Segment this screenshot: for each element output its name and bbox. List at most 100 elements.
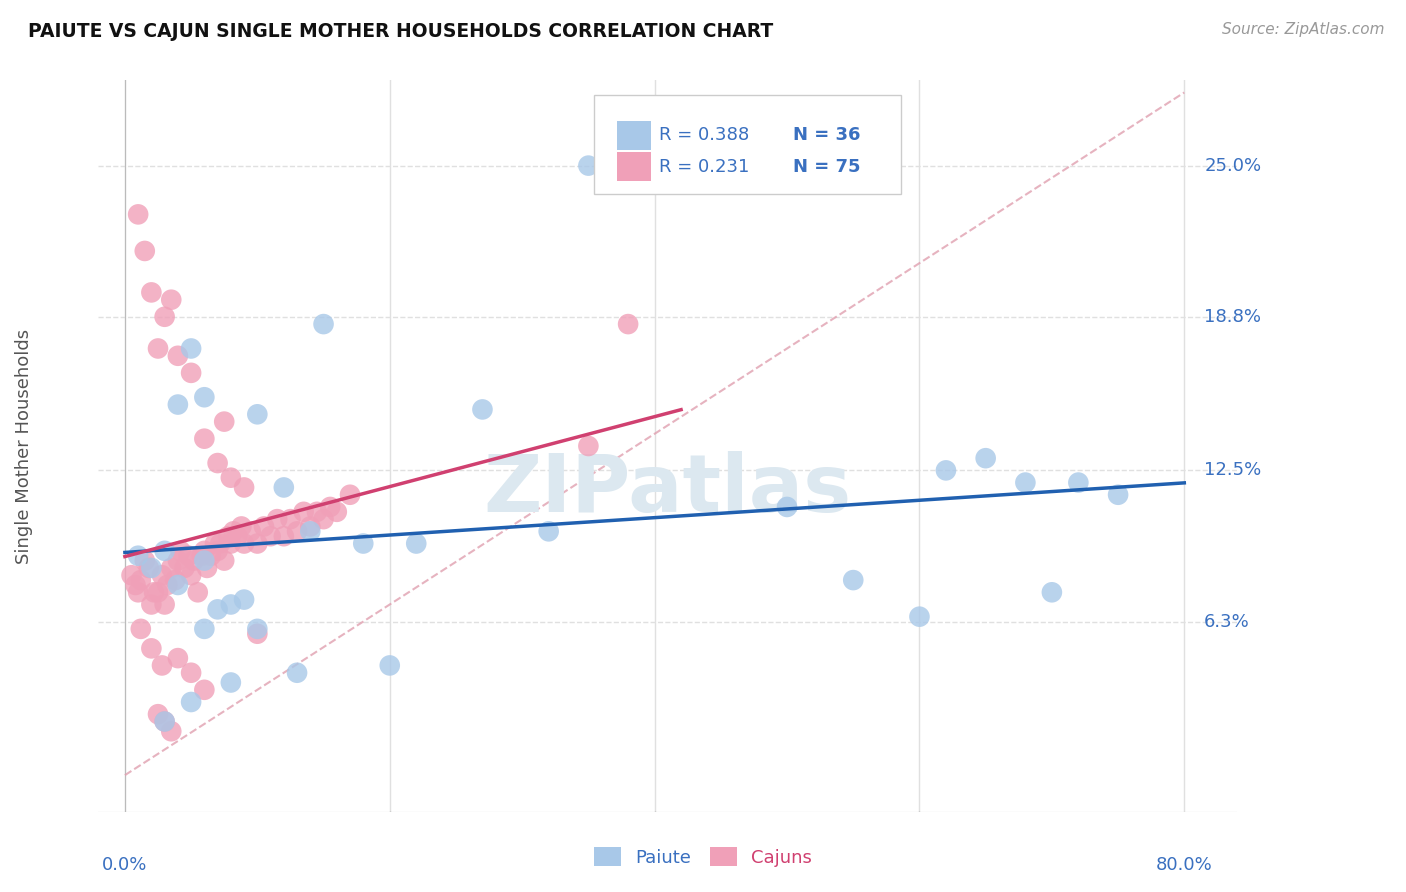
Point — [974, 451, 997, 466]
Point — [312, 317, 335, 331]
Point — [146, 707, 169, 722]
Point — [219, 536, 242, 550]
Point — [222, 524, 245, 539]
Point — [190, 549, 212, 563]
Point — [239, 524, 262, 539]
Point — [212, 553, 235, 567]
Point — [193, 544, 215, 558]
Point — [193, 390, 215, 404]
Point — [153, 598, 176, 612]
Point — [471, 402, 494, 417]
Point — [200, 549, 222, 563]
Point — [146, 585, 169, 599]
Point — [150, 658, 173, 673]
Text: ZIPatlas: ZIPatlas — [484, 450, 852, 529]
Point — [141, 561, 163, 575]
Point — [319, 500, 342, 514]
Point — [246, 622, 269, 636]
Point — [1107, 488, 1129, 502]
Point — [280, 512, 302, 526]
Point — [173, 561, 195, 575]
Text: R = 0.388: R = 0.388 — [659, 126, 749, 145]
Point — [153, 544, 176, 558]
Text: PAIUTE VS CAJUN SINGLE MOTHER HOUSEHOLDS CORRELATION CHART: PAIUTE VS CAJUN SINGLE MOTHER HOUSEHOLDS… — [28, 22, 773, 41]
Point — [167, 578, 190, 592]
Point — [1040, 585, 1063, 599]
Point — [935, 463, 957, 477]
Point — [908, 609, 931, 624]
Point — [207, 544, 229, 558]
Point — [273, 529, 295, 543]
Point — [134, 553, 156, 567]
Point — [352, 536, 374, 550]
Point — [167, 349, 190, 363]
Point — [259, 529, 281, 543]
Point — [233, 480, 256, 494]
Point — [246, 536, 269, 550]
Text: N = 75: N = 75 — [793, 158, 860, 176]
Point — [299, 519, 322, 533]
Point — [405, 536, 427, 550]
Point — [233, 536, 256, 550]
Point — [180, 568, 202, 582]
Point — [617, 317, 640, 331]
Point — [193, 432, 215, 446]
Point — [193, 682, 215, 697]
FancyBboxPatch shape — [617, 120, 651, 150]
Legend: Paiute, Cajuns: Paiute, Cajuns — [586, 840, 820, 874]
Point — [219, 598, 242, 612]
Point — [207, 456, 229, 470]
Text: N = 36: N = 36 — [793, 126, 860, 145]
Point — [537, 524, 560, 539]
Point — [167, 553, 190, 567]
Point — [127, 549, 149, 563]
Point — [180, 366, 202, 380]
Point — [266, 512, 288, 526]
Point — [138, 561, 160, 575]
Point — [180, 342, 202, 356]
Point — [285, 665, 308, 680]
Text: Single Mother Households: Single Mother Households — [15, 328, 34, 564]
Point — [204, 536, 226, 550]
Point — [167, 398, 190, 412]
Text: Source: ZipAtlas.com: Source: ZipAtlas.com — [1222, 22, 1385, 37]
Point — [212, 415, 235, 429]
Text: 12.5%: 12.5% — [1204, 461, 1261, 479]
Point — [207, 602, 229, 616]
FancyBboxPatch shape — [617, 152, 651, 181]
Point — [141, 598, 163, 612]
Point — [167, 651, 190, 665]
Point — [1014, 475, 1036, 490]
Point — [219, 471, 242, 485]
Point — [231, 519, 253, 533]
Point — [153, 714, 176, 729]
Point — [129, 573, 152, 587]
Text: 6.3%: 6.3% — [1204, 613, 1250, 631]
Point — [124, 578, 146, 592]
Point — [233, 592, 256, 607]
Point — [127, 585, 149, 599]
Point — [141, 285, 163, 300]
Point — [193, 553, 215, 567]
Text: 25.0%: 25.0% — [1204, 157, 1261, 175]
Point — [312, 512, 335, 526]
Point — [285, 524, 308, 539]
Point — [246, 407, 269, 421]
Point — [776, 500, 799, 514]
Point — [156, 578, 179, 592]
Point — [160, 293, 183, 307]
Text: R = 0.231: R = 0.231 — [659, 158, 749, 176]
Point — [165, 573, 187, 587]
Point — [146, 342, 169, 356]
Point — [160, 561, 183, 575]
Point — [246, 626, 269, 640]
Point — [129, 622, 152, 636]
Point — [842, 573, 865, 587]
Point — [153, 310, 176, 324]
Point — [150, 568, 173, 582]
Point — [1067, 475, 1090, 490]
Point — [183, 553, 205, 567]
Point — [160, 724, 183, 739]
Point — [326, 505, 349, 519]
Point — [576, 439, 599, 453]
